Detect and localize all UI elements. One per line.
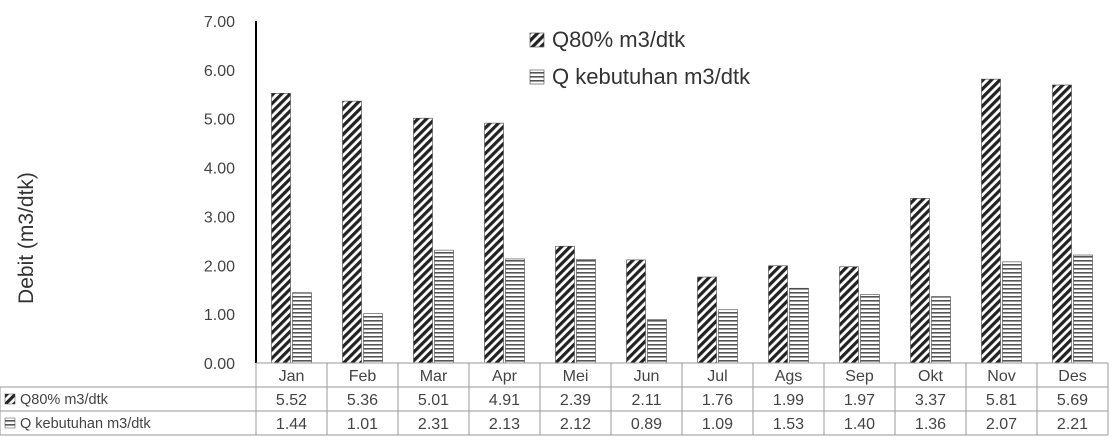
data-label: 2.12 [560, 416, 591, 433]
bar-q-kebutuhan-jan [292, 292, 312, 364]
y-axis: 0.00 1.00 2.00 3.00 4.00 5.00 6.00 7.00 [204, 14, 257, 373]
x-tick-label: Jul [707, 368, 727, 385]
table-legend-key [4, 393, 16, 405]
x-tick-label: Mar [420, 368, 448, 385]
data-label: 1.97 [844, 392, 875, 409]
legend-label: Q80% m3/dtk [552, 27, 686, 52]
bar-q-kebutuhan-feb [363, 313, 383, 364]
data-table: Jan Feb Mar Apr Mei Jun Jul Ags Sep Okt Nov Des Q80%… [0, 362, 1109, 436]
bar-q80-okt [910, 198, 930, 364]
data-label: 5.81 [986, 392, 1017, 409]
x-tick-label: Nov [987, 368, 1015, 385]
data-label: 2.07 [986, 416, 1017, 433]
y-tick-label: 1.00 [204, 307, 235, 324]
bar-q80-mar [413, 117, 433, 364]
x-tick-label: Sep [845, 368, 874, 385]
legend-swatch [529, 69, 545, 85]
bar-q-kebutuhan-jun [647, 319, 667, 364]
data-label: 1.99 [773, 392, 804, 409]
bar-q-kebutuhan-apr [505, 258, 525, 364]
data-label: 0.89 [631, 416, 662, 433]
bar-q-kebutuhan-nov [1002, 261, 1022, 364]
data-label: 1.76 [702, 392, 733, 409]
x-tick-label: Ags [775, 368, 803, 385]
x-tick-label: Mei [563, 368, 589, 385]
bar-q-kebutuhan-sep [860, 294, 880, 364]
data-label: 1.44 [276, 416, 307, 433]
table-legend-key [4, 417, 16, 429]
y-axis-label: Debit (m3/dtk) [15, 172, 38, 304]
x-tick-label: Apr [492, 368, 518, 385]
y-tick-label: 5.00 [204, 112, 235, 129]
x-tick-label: Okt [918, 368, 943, 385]
y-tick-label: 6.00 [204, 63, 235, 80]
data-label: 2.11 [632, 392, 662, 409]
bar-q-kebutuhan-des [1073, 254, 1093, 364]
legend: Q80% m3/dtk Q kebutuhan m3/dtk [529, 27, 751, 89]
data-label: 5.01 [418, 392, 449, 409]
bar-q80-des [1052, 84, 1072, 364]
bar-q80-sep [839, 266, 859, 364]
bar-q-kebutuhan-ags [789, 287, 809, 364]
data-label: 4.91 [489, 392, 520, 409]
bar-q80-feb [342, 100, 362, 364]
y-tick-label: 3.00 [204, 209, 235, 226]
bar-q80-apr [484, 122, 504, 364]
data-label: 2.13 [489, 416, 520, 433]
y-tick-label: 7.00 [204, 14, 235, 31]
bars [271, 78, 1093, 364]
bar-q80-mei [555, 245, 575, 364]
legend-label: Q kebutuhan m3/dtk [552, 64, 751, 89]
x-tick-label: Jun [634, 368, 660, 385]
y-tick-label: 0.00 [204, 356, 235, 373]
x-tick-label: Des [1058, 368, 1086, 385]
bar-q-kebutuhan-okt [931, 296, 951, 364]
table-series-name: Q80% m3/dtk [20, 392, 109, 408]
bar-q80-ags [768, 265, 788, 364]
data-label: 1.09 [702, 416, 733, 433]
bar-q80-jul [697, 276, 717, 364]
data-label: 3.37 [915, 392, 946, 409]
bar-q-kebutuhan-mei [576, 259, 596, 364]
data-label: 2.21 [1057, 416, 1088, 433]
data-label: 5.36 [347, 392, 378, 409]
data-label: 5.69 [1057, 392, 1088, 409]
bar-q-kebutuhan-jul [718, 309, 738, 364]
y-tick-label: 4.00 [204, 161, 235, 178]
data-label: 2.39 [560, 392, 591, 409]
data-label: 1.01 [347, 416, 378, 433]
data-label: 1.53 [773, 416, 804, 433]
bar-q80-jun [626, 259, 646, 364]
data-label: 5.52 [276, 392, 307, 409]
y-tick-label: 2.00 [204, 258, 235, 275]
data-label: 2.31 [418, 416, 449, 433]
x-tick-label: Jan [279, 368, 305, 385]
table-series-name: Q kebutuhan m3/dtk [20, 416, 151, 432]
legend-swatch [529, 32, 545, 48]
data-label: 1.40 [844, 416, 875, 433]
x-tick-label: Feb [349, 368, 377, 385]
bar-q80-nov [981, 78, 1001, 364]
bar-q-kebutuhan-mar [434, 249, 454, 364]
bar-q80-jan [271, 93, 291, 364]
data-label: 1.36 [915, 416, 946, 433]
